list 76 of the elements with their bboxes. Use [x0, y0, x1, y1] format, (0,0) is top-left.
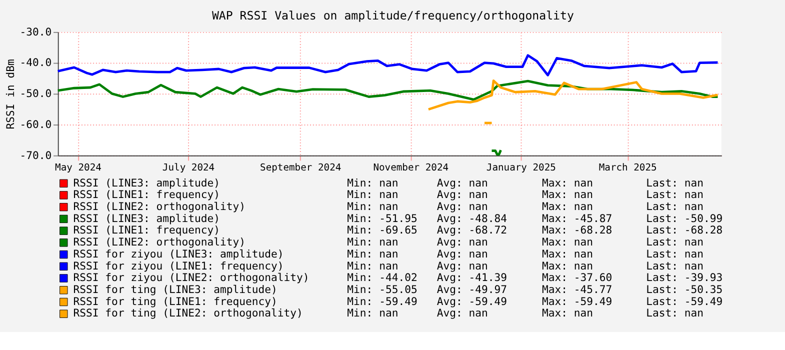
- text: Avg: nan: [436, 260, 488, 272]
- text: Last: nan: [646, 189, 704, 202]
- x-tick-label: November 2024: [373, 162, 449, 174]
- text: Max: -68.28: [542, 224, 612, 237]
- text: Avg: -68.72: [436, 224, 508, 237]
- text: Avg: nan: [436, 308, 488, 320]
- text: Last: nan: [646, 177, 704, 190]
- legend-label: RSSI (LINE3: amplitude): [73, 212, 220, 225]
- legend-label: RSSI for ting (LINE1: frequency): [73, 296, 278, 308]
- x-tick-label: May 2024: [55, 162, 102, 174]
- text: Last: -50.99: [646, 212, 723, 225]
- text: Last: -39.93: [646, 272, 723, 284]
- y-tick-label: -40.0: [20, 57, 52, 70]
- y-tick-label: -60.0: [20, 118, 52, 131]
- text: Max: -45.77: [542, 284, 612, 296]
- x-tick-label: September 2024: [260, 162, 342, 174]
- x-tick-label: July 2024: [162, 162, 215, 174]
- legend-label: RSSI (LINE1: frequency): [73, 189, 220, 202]
- text: Last: nan: [646, 260, 704, 272]
- text: Max: nan: [542, 200, 594, 213]
- text: Min: nan: [347, 260, 398, 272]
- text: Max: nan: [542, 236, 594, 249]
- text: Avg: nan: [436, 248, 488, 260]
- text: Avg: -41.39: [436, 272, 508, 284]
- x-tick-label: March 2025: [598, 162, 657, 174]
- legend-label: RSSI for ting (LINE3: amplitude): [73, 284, 278, 296]
- text: Last: nan: [646, 200, 704, 213]
- legend-label: RSSI for ziyou (LINE2: orthogonality): [73, 272, 310, 284]
- text: Last: nan: [646, 248, 704, 260]
- text: Max: nan: [542, 248, 594, 260]
- y-tick-label: -50.0: [20, 88, 52, 100]
- legend-label: RSSI (LINE2: orthogonality): [73, 236, 246, 249]
- legend-label: RSSI for ziyou (LINE1: frequency): [73, 260, 284, 272]
- text: Max: -37.60: [542, 272, 612, 284]
- chart-title: WAP RSSI Values on amplitude/frequency/orthogonality: [212, 8, 574, 22]
- legend-label: RSSI for ting (LINE2: orthogonality): [73, 308, 303, 320]
- text: Avg: nan: [436, 236, 488, 249]
- text: Min: nan: [347, 308, 398, 320]
- text: Min: -69.65: [347, 224, 418, 237]
- y-tick-label: -70.0: [20, 150, 52, 162]
- text: Max: nan: [542, 308, 594, 320]
- legend-label: RSSI (LINE2: orthogonality): [73, 200, 246, 213]
- text: Min: nan: [347, 200, 398, 213]
- line-series: [427, 80, 719, 111]
- text: Min: -59.49: [347, 296, 418, 308]
- y-tick-label: -30.0: [20, 26, 52, 38]
- text: Last: -68.28: [646, 224, 723, 237]
- text: Avg: -49.97: [436, 284, 508, 296]
- text: Avg: nan: [436, 177, 488, 190]
- text: Last: nan: [646, 236, 704, 249]
- text: Min: -51.95: [347, 212, 418, 225]
- line-series: [56, 54, 719, 76]
- text: Last: -50.35: [646, 284, 723, 296]
- text: Min: nan: [347, 177, 398, 190]
- y-axis-title: RSSI in dBm: [4, 59, 17, 130]
- text: Min: -44.02: [347, 272, 418, 284]
- text: Avg: nan: [436, 189, 488, 202]
- text: Avg: -59.49: [436, 296, 508, 308]
- legend-label: RSSI (LINE1: frequency): [73, 224, 220, 237]
- text: Max: -59.49: [542, 296, 612, 308]
- text: Last: -59.49: [646, 296, 723, 308]
- text: Min: nan: [347, 189, 398, 202]
- legend-label: RSSI (LINE3: amplitude): [73, 177, 220, 190]
- line-series: [56, 80, 719, 101]
- text: Avg: nan: [436, 200, 488, 213]
- text: Max: nan: [542, 177, 594, 190]
- text: Max: -45.87: [542, 212, 612, 225]
- legend-label: RSSI for ziyou (LINE3: amplitude): [73, 248, 284, 260]
- text: Min: nan: [347, 248, 398, 260]
- text: Avg: -48.84: [436, 212, 508, 225]
- x-tick-label: January 2025: [486, 162, 556, 174]
- text: Max: nan: [542, 260, 594, 272]
- text: Min: nan: [347, 236, 398, 249]
- text: Max: nan: [542, 189, 594, 202]
- text: Last: nan: [646, 308, 704, 320]
- text: Min: -55.05: [347, 284, 418, 296]
